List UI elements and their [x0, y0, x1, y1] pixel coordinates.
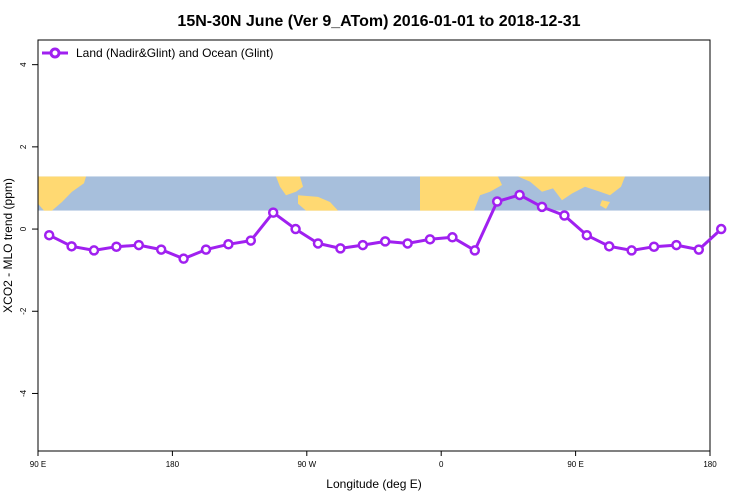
y-tick-label: -4: [19, 389, 28, 397]
x-axis-label: Longitude (deg E): [326, 477, 421, 491]
y-tick-label: 4: [19, 62, 28, 67]
land-mass: [38, 176, 86, 211]
data-point: [581, 229, 593, 241]
chart-title: 15N-30N June (Ver 9_ATom) 2016-01-01 to …: [177, 13, 580, 30]
data-point: [514, 189, 525, 201]
data-point: [715, 223, 727, 235]
data-point: [648, 241, 660, 252]
data-point: [312, 238, 324, 249]
land-mass: [298, 195, 338, 211]
data-point: [66, 241, 77, 252]
x-tick-label: 0: [439, 460, 444, 469]
map-band-land: [38, 176, 625, 211]
data-point: [223, 239, 234, 250]
data-point: [536, 201, 548, 213]
data-point: [133, 239, 145, 251]
data-point: [335, 243, 346, 254]
data-point: [469, 245, 481, 256]
x-tick-label: 90 E: [567, 460, 583, 469]
data-point: [671, 239, 682, 251]
data-point: [424, 234, 436, 245]
series-layer: [43, 189, 727, 264]
data-point: [603, 241, 615, 252]
legend-entry: Land (Nadir&Glint) and Ocean (Glint): [76, 46, 273, 60]
plot-frame: [37, 39, 711, 452]
data-point: [290, 223, 301, 235]
data-point: [357, 239, 369, 251]
y-tick-label: -2: [19, 307, 28, 315]
data-point: [447, 232, 458, 243]
y-tick-label: 0: [19, 226, 28, 231]
data-point: [178, 253, 189, 264]
y-axis-label: XCO2 - MLO trend (ppm): [1, 178, 15, 313]
y-axis: 4 2 0 -2 -4: [19, 62, 38, 397]
data-point: [88, 245, 100, 256]
x-tick-label: 180: [703, 460, 717, 469]
legend-marker: [49, 47, 61, 59]
land-mass: [420, 176, 502, 211]
x-tick-label: 180: [166, 460, 180, 469]
land-mass: [518, 176, 625, 201]
data-point: [43, 229, 55, 241]
y-tick-label: 2: [19, 144, 28, 149]
data-point: [379, 236, 391, 247]
land-mass: [276, 176, 303, 196]
data-point: [155, 244, 167, 255]
data-point: [245, 235, 257, 246]
map-band: [38, 176, 710, 211]
data-point: [626, 245, 637, 256]
legend: Land (Nadir&Glint) and Ocean (Glint): [42, 46, 273, 60]
data-point: [693, 244, 705, 255]
data-point: [267, 207, 279, 218]
data-point: [402, 238, 413, 249]
data-point: [200, 244, 212, 255]
x-axis: 90 E 180 90 W 0 90 E 180: [30, 451, 717, 469]
x-tick-label: 90 W: [297, 460, 316, 469]
data-point: [111, 241, 122, 252]
land-mass: [600, 200, 610, 209]
data-point: [491, 196, 503, 207]
data-point: [559, 210, 570, 221]
x-tick-label: 90 E: [30, 460, 46, 469]
